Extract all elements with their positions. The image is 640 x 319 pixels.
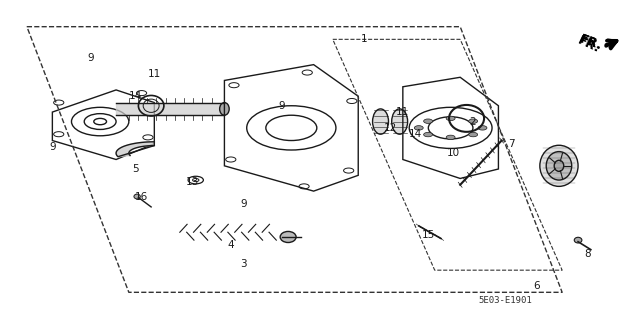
Text: 11: 11 (148, 69, 161, 79)
Text: 6: 6 (533, 281, 540, 291)
Text: 15: 15 (422, 230, 435, 241)
Ellipse shape (540, 145, 578, 186)
Circle shape (424, 132, 433, 137)
Text: 14: 14 (409, 129, 422, 139)
Text: 14: 14 (129, 91, 142, 101)
Text: 3: 3 (240, 259, 247, 269)
Ellipse shape (220, 103, 229, 115)
Text: 5E03-E1901: 5E03-E1901 (478, 296, 532, 305)
Circle shape (414, 126, 423, 130)
Ellipse shape (280, 232, 296, 242)
Ellipse shape (392, 109, 408, 134)
Text: 12: 12 (383, 123, 397, 133)
Circle shape (446, 116, 455, 121)
Ellipse shape (554, 160, 564, 171)
Text: FR.: FR. (578, 33, 604, 53)
Text: 1: 1 (362, 34, 368, 44)
Circle shape (478, 126, 487, 130)
Polygon shape (116, 142, 154, 157)
Text: 11: 11 (396, 107, 410, 117)
Text: 10: 10 (447, 148, 460, 158)
Text: 5: 5 (132, 164, 138, 174)
Ellipse shape (372, 109, 388, 134)
Ellipse shape (134, 194, 140, 199)
Text: 4: 4 (227, 240, 234, 250)
Circle shape (468, 119, 477, 123)
Text: 7: 7 (508, 139, 515, 149)
Circle shape (446, 135, 455, 140)
Text: FR.: FR. (578, 33, 604, 53)
Ellipse shape (546, 152, 572, 180)
Text: FR.: FR. (575, 34, 602, 56)
Ellipse shape (574, 237, 582, 243)
Circle shape (468, 132, 477, 137)
Text: 9: 9 (278, 101, 285, 111)
Text: 9: 9 (49, 142, 56, 152)
Text: 2: 2 (470, 116, 476, 127)
Text: 9: 9 (240, 199, 247, 209)
Text: 13: 13 (186, 177, 199, 187)
Text: 16: 16 (135, 192, 148, 203)
Text: 9: 9 (87, 53, 94, 63)
Text: 8: 8 (584, 249, 591, 259)
Circle shape (424, 119, 433, 123)
